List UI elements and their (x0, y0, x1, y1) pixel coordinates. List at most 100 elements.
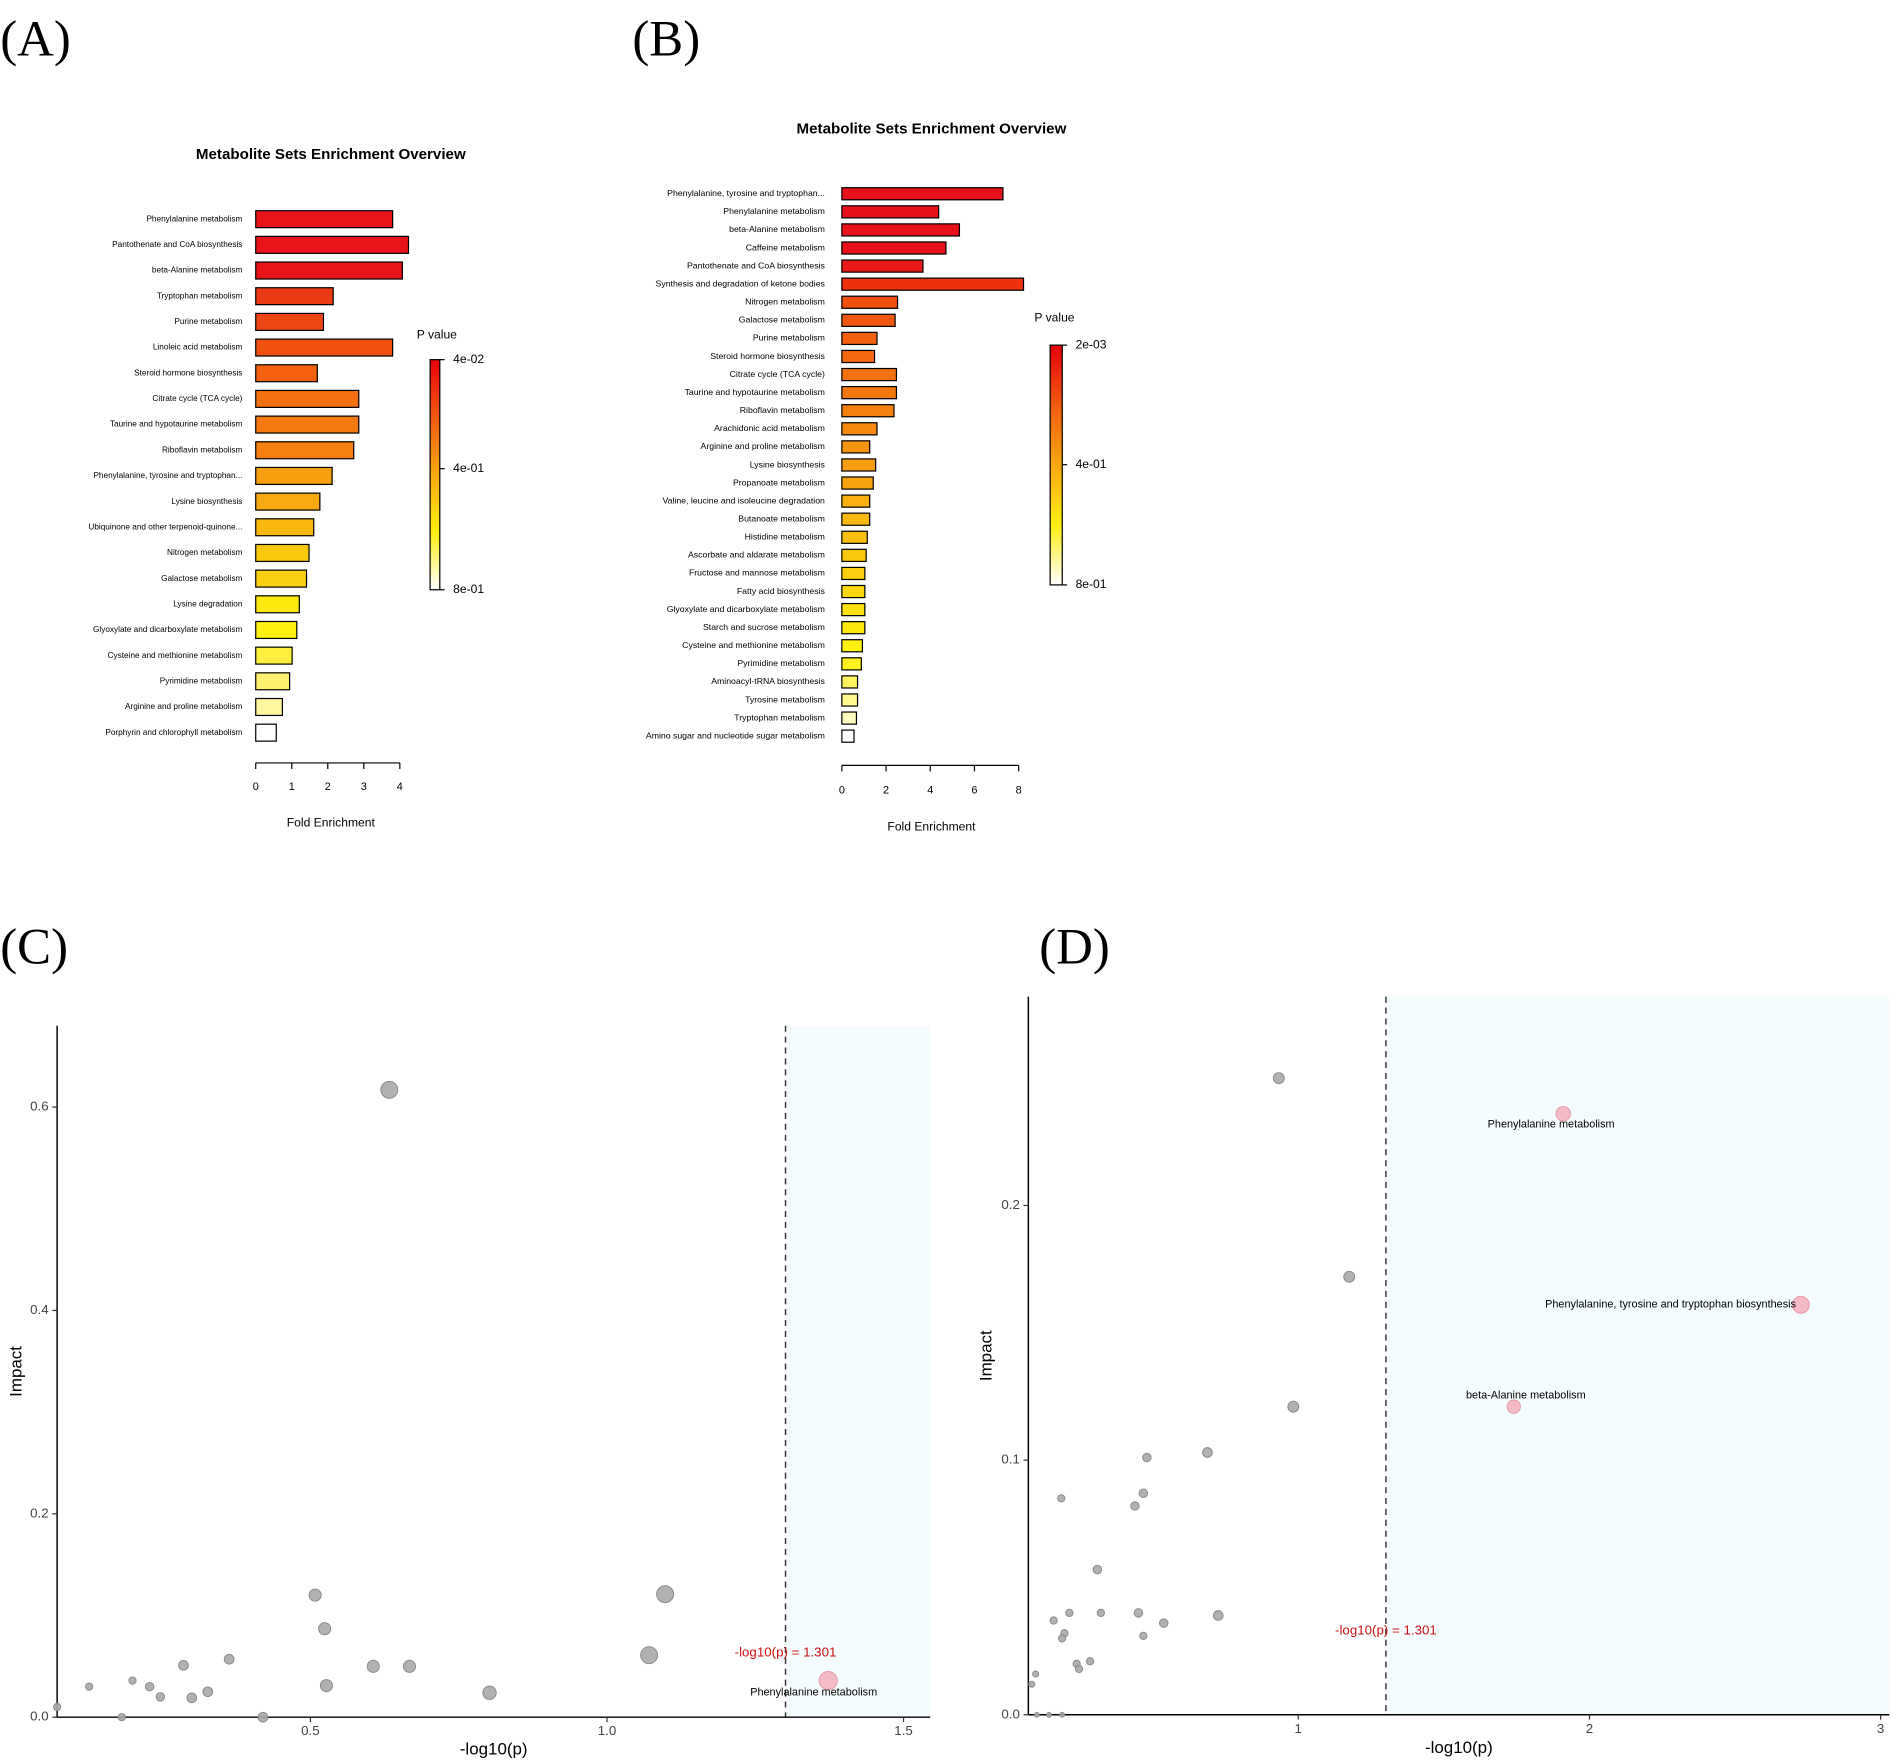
threshold-label: -log10(p) = 1.301 (735, 1645, 837, 1660)
bar (255, 723, 277, 742)
bar (255, 672, 291, 691)
x-tick-label: 8 (1016, 785, 1022, 797)
colorbar-tick-label: 2e-03 (1076, 337, 1107, 351)
bar (841, 205, 940, 219)
category-label: Citrate cycle (TCA cycle) (152, 394, 242, 403)
x-tick-label: 0 (839, 785, 845, 797)
data-point (482, 1685, 497, 1700)
category-label: Porphyrin and chlorophyll metabolism (105, 728, 242, 737)
bar (255, 492, 321, 511)
bar (841, 422, 878, 436)
y-tick-label: 0.2 (30, 1505, 49, 1520)
category-label: Riboflavin metabolism (740, 405, 825, 415)
data-point (1028, 1680, 1036, 1688)
data-point (155, 1692, 166, 1702)
y-tick-label: 0.4 (30, 1302, 49, 1317)
x-tick-label: 3 (361, 781, 367, 793)
category-label: Glyoxylate and dicarboxylate metabolism (667, 604, 825, 614)
category-label: Ubiquinone and other terpenoid-quinone..… (88, 522, 242, 531)
bar (255, 543, 310, 563)
x-tick-label: 0 (253, 781, 259, 793)
category-label: beta-Alanine metabolism (729, 224, 825, 234)
category-label: Caffeine metabolism (746, 242, 825, 252)
bar (255, 261, 403, 280)
bar (255, 620, 298, 640)
bar (841, 349, 876, 364)
bar (841, 584, 866, 599)
data-point (656, 1585, 675, 1604)
bar (255, 441, 355, 460)
x-tick-label: 6 (971, 785, 977, 797)
data-point (318, 1622, 332, 1636)
category-label: Lysine biosynthesis (171, 497, 242, 506)
category-label: Amino sugar and nucleotide sugar metabol… (646, 730, 825, 740)
category-label: Purine metabolism (174, 317, 242, 326)
data-point (1033, 1711, 1040, 1718)
category-label: Lysine degradation (173, 599, 243, 608)
bar (841, 729, 855, 743)
bar (255, 235, 410, 254)
category-label: Steroid hormone biosynthesis (134, 368, 242, 377)
x-axis-label: Fold Enrichment (887, 819, 976, 833)
category-label: Starch and sucrose metabolism (703, 622, 825, 632)
category-label: Aminoacyl-tRNA biosynthesis (711, 676, 825, 686)
category-label: Taurine and hypotaurine metabolism (110, 420, 243, 429)
data-point (1046, 1711, 1052, 1718)
bar (255, 415, 360, 434)
panel-label: (C) (0, 920, 68, 976)
data-point (178, 1660, 189, 1671)
data-point (380, 1080, 399, 1099)
bar (841, 331, 878, 346)
bar (841, 693, 859, 707)
data-point (1506, 1399, 1521, 1414)
category-label: Lysine biosynthesis (750, 459, 826, 469)
data-point (1057, 1494, 1066, 1503)
category-label: Galactose metabolism (161, 574, 242, 583)
category-label: beta-Alanine metabolism (152, 266, 243, 275)
data-point (85, 1682, 94, 1691)
chart-title: Metabolite Sets Enrichment Overview (196, 146, 466, 163)
point-label: Phenylalanine metabolism (1488, 1119, 1615, 1131)
bar (841, 711, 858, 725)
x-tick-label: 4 (397, 781, 403, 793)
x-tick-label: 3 (1877, 1721, 1884, 1736)
bar (841, 494, 871, 508)
bar (841, 313, 896, 327)
category-label: Galactose metabolism (739, 315, 825, 325)
data-point (640, 1646, 659, 1665)
bar (841, 440, 871, 454)
category-label: Nitrogen metabolism (745, 297, 825, 307)
bar (841, 385, 898, 400)
bar (255, 338, 394, 357)
category-label: Ascorbate and aldarate metabolism (688, 550, 825, 560)
y-tick-label: 0.6 (30, 1099, 49, 1114)
chart-title: Metabolite Sets Enrichment Overview (797, 121, 1067, 138)
colorbar (1049, 344, 1063, 586)
bar (841, 548, 867, 563)
bar (841, 223, 961, 237)
bar (841, 277, 1025, 291)
category-label: Cysteine and methionine metabolism (682, 640, 825, 650)
bar (841, 566, 866, 581)
data-point (1133, 1608, 1144, 1618)
data-point (1130, 1501, 1140, 1511)
y-axis-label: Impact (7, 1346, 26, 1397)
data-point (223, 1653, 235, 1665)
panel-label: (D) (1039, 920, 1110, 976)
panel-label: (B) (632, 11, 700, 67)
category-label: Purine metabolism (753, 333, 825, 343)
data-point (1555, 1106, 1571, 1122)
threshold-label: -log10(p) = 1.301 (1335, 1623, 1437, 1638)
bar (255, 646, 293, 665)
data-point (1202, 1447, 1213, 1458)
category-label: Pyrimidine metabolism (160, 676, 243, 685)
point-label: Phenylalanine, tyrosine and tryptophan b… (1545, 1299, 1796, 1311)
category-label: Pantothenate and CoA biosynthesis (687, 260, 826, 270)
colorbar-tick-label: 4e-01 (453, 461, 484, 475)
category-label: Fructose and mannose metabolism (689, 568, 825, 578)
y-axis-label: Impact (977, 1330, 996, 1381)
colorbar-tick-label: 8e-01 (453, 582, 484, 596)
bar (255, 466, 333, 486)
panel-label: (A) (0, 11, 71, 67)
category-label: Histidine metabolism (745, 532, 825, 542)
